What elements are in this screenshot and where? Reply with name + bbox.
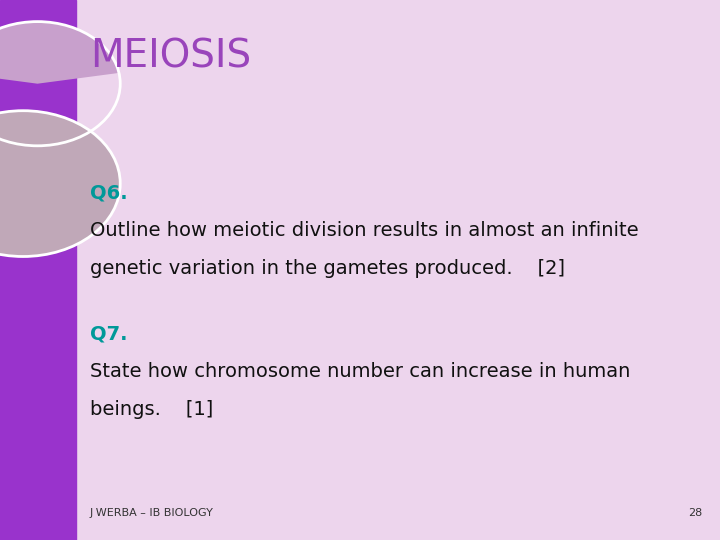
Wedge shape: [0, 22, 119, 84]
Text: Q6.: Q6.: [90, 184, 127, 202]
Text: Q7.: Q7.: [90, 324, 127, 343]
Text: State how chromosome number can increase in human: State how chromosome number can increase…: [90, 362, 631, 381]
Text: genetic variation in the gametes produced.    [2]: genetic variation in the gametes produce…: [90, 259, 565, 278]
Text: Outline how meiotic division results in almost an infinite: Outline how meiotic division results in …: [90, 221, 639, 240]
Bar: [0, 0, 76, 540]
Text: beings.    [1]: beings. [1]: [90, 400, 213, 419]
Text: MEIOSIS: MEIOSIS: [90, 38, 251, 76]
Text: J WERBA – IB BIOLOGY: J WERBA – IB BIOLOGY: [90, 508, 214, 518]
Circle shape: [0, 111, 120, 256]
Text: 28: 28: [688, 508, 702, 518]
